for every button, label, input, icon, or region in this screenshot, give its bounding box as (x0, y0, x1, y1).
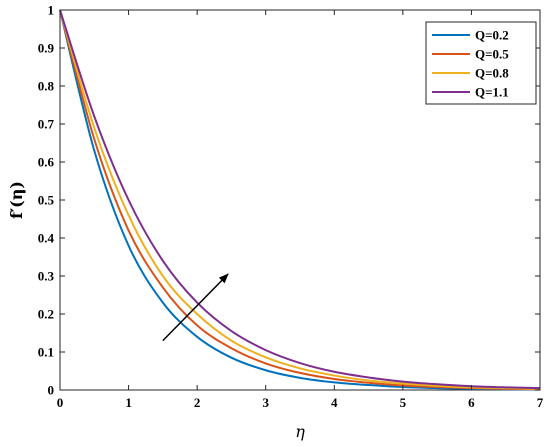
x-tick-label: 5 (400, 395, 407, 410)
y-tick-label: 0.3 (38, 269, 55, 284)
y-tick-label: 0.8 (38, 79, 55, 94)
y-tick-label: 0.1 (38, 345, 54, 360)
series-line-q-0-8 (59, 9, 541, 390)
legend: Q=0.2 Q=0.5 Q=0.8 Q=1.1 (425, 21, 537, 105)
series-line-q-1-1 (59, 9, 541, 390)
y-tick-label: 0.2 (38, 307, 54, 322)
y-tick-label: 0.7 (38, 117, 55, 132)
legend-label: Q=0.5 (475, 47, 509, 62)
x-tick-label: 3 (262, 395, 269, 410)
x-tick-label: 7 (537, 395, 544, 410)
increase-arrow (162, 273, 229, 342)
y-tick-label: 1 (48, 3, 55, 18)
x-tick-label: 4 (331, 395, 338, 410)
y-axis-label: f′(η) (7, 181, 26, 219)
x-tick-label: 6 (468, 395, 475, 410)
x-tick-label: 1 (125, 395, 132, 410)
x-axis-ticks: 0 1 2 3 4 5 6 7 (57, 10, 544, 410)
x-tick-label: 0 (57, 395, 64, 410)
y-tick-label: 0.4 (38, 231, 55, 246)
series-layer (59, 9, 541, 391)
legend-label: Q=0.2 (475, 28, 509, 43)
x-axis-label: η (295, 422, 305, 441)
legend-label: Q=0.8 (475, 66, 509, 81)
y-tick-label: 0 (48, 383, 55, 398)
y-axis-ticks: 0 0.1 0.2 0.3 0.4 0.5 0.6 0.7 0.8 0.9 1 (38, 3, 540, 398)
increase-arrow-annotation (162, 273, 229, 342)
y-tick-label: 0.5 (38, 193, 55, 208)
y-tick-label: 0.9 (38, 41, 55, 56)
x-tick-label: 2 (194, 395, 201, 410)
legend-label: Q=1.1 (475, 85, 509, 100)
y-tick-label: 0.6 (38, 155, 55, 170)
